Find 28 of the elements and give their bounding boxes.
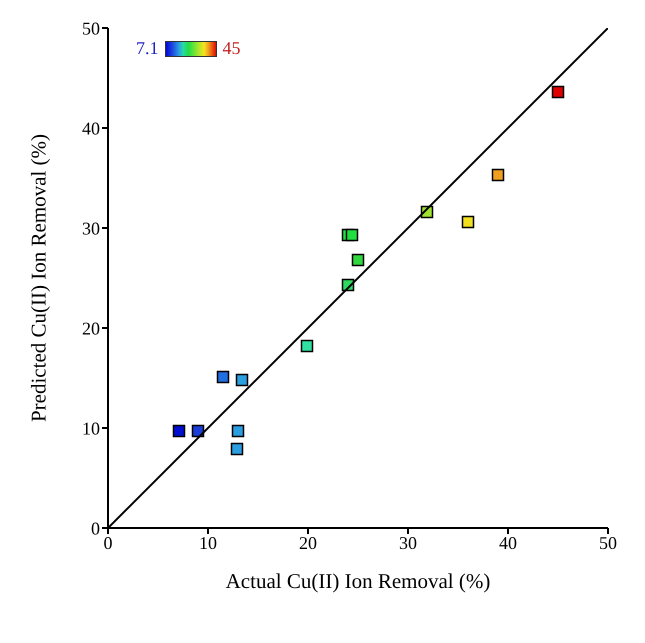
- y-tick-label: 10: [82, 418, 100, 438]
- point: [462, 216, 474, 228]
- annotation: 7.1: [136, 38, 158, 59]
- point: [552, 86, 564, 98]
- point: [492, 168, 504, 182]
- point: [236, 374, 248, 386]
- x-tick-label: 20: [299, 532, 317, 553]
- point: [352, 254, 364, 266]
- y-axis-title: Predicted Cu(II) Ion Removal (%): [26, 134, 50, 422]
- annotation: 45: [222, 38, 240, 59]
- point: [232, 424, 244, 438]
- point: [230, 442, 244, 456]
- y-tick-label: 50: [82, 18, 100, 38]
- x-tick-label: 40: [499, 532, 517, 553]
- y-tick-label: 20: [82, 318, 100, 338]
- x-tick-label: 30: [399, 532, 417, 553]
- point: [172, 424, 186, 438]
- point: [192, 424, 204, 438]
- point: [216, 370, 230, 384]
- x-tick-label: 0: [104, 532, 112, 553]
- x-tick-label: 10: [199, 532, 217, 553]
- y-tick-label: 40: [82, 118, 100, 138]
- point: [300, 340, 314, 352]
- y-tick-label: 0: [91, 518, 100, 538]
- x-tick-label: 50: [599, 532, 617, 553]
- x-axis-title: Actual Cu(II) Ion Removal (%): [226, 569, 490, 593]
- point: [346, 228, 358, 242]
- y-tick-label: 30: [82, 218, 100, 238]
